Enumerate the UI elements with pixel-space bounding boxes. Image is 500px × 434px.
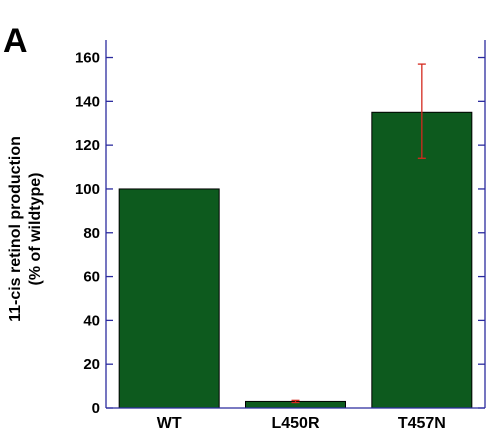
- y-tick-label-80: 80: [83, 225, 100, 242]
- y-tick-label-100: 100: [75, 181, 100, 198]
- x-tick-label-wt: WT: [157, 415, 182, 432]
- y-tick-label-0: 0: [92, 400, 100, 417]
- y-tick-label-20: 20: [83, 356, 100, 373]
- x-tick-label-l450r: L450R: [271, 415, 319, 432]
- bars-group: [118, 111, 473, 409]
- y-axis-title-line1: 11-cis retinol production: [7, 136, 24, 322]
- x-labels-group: WT L450R T457N: [157, 415, 446, 432]
- y-tick-label-40: 40: [83, 312, 100, 329]
- y-tick-label-120: 120: [75, 137, 100, 154]
- y-ticks-group: 0 20 40 60 80 100 120 140 160: [75, 50, 485, 417]
- error-bars-group: [291, 63, 426, 404]
- y-tick-label-140: 140: [75, 93, 100, 110]
- y-axis-title: 11-cis retinol production (% of wildtype…: [7, 136, 44, 322]
- panel-label: A: [3, 22, 28, 60]
- y-axis-title-line2: (% of wildtype): [27, 173, 44, 286]
- bar-wt: [118, 188, 220, 409]
- bar-t457n: [371, 111, 473, 409]
- y-tick-label-160: 160: [75, 50, 100, 67]
- x-tick-label-t457n: T457N: [398, 415, 446, 432]
- y-tick-label-60: 60: [83, 269, 100, 286]
